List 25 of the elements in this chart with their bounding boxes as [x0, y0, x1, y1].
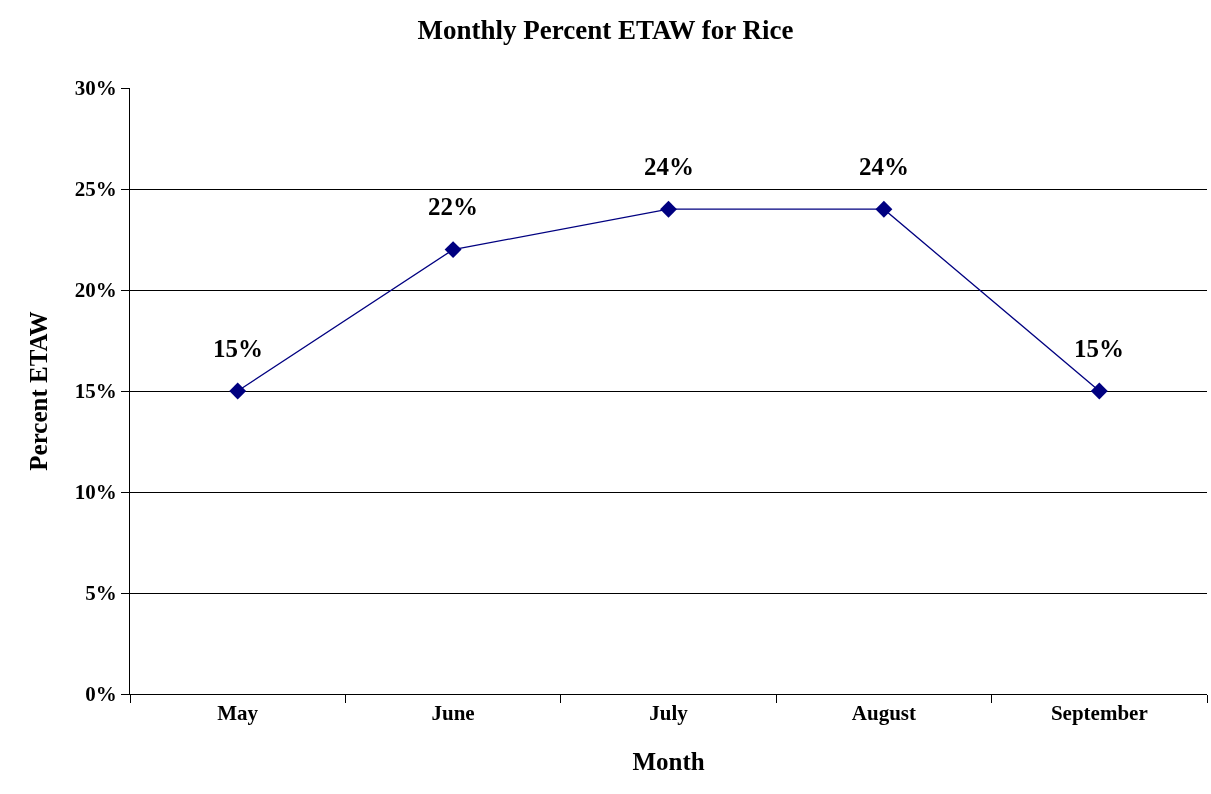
y-axis-title: Percent ETAW: [24, 311, 52, 471]
y-tick-label: 30%: [74, 76, 117, 101]
x-tick-label: July: [649, 701, 689, 726]
data-label: 24%: [644, 153, 694, 180]
point: [875, 200, 893, 218]
x-tick-label: September: [1050, 701, 1148, 726]
x-tick-label: May: [217, 701, 259, 726]
data-label: 15%: [1074, 335, 1124, 362]
data-label: 24%: [859, 153, 909, 180]
chart-title: Monthly Percent ETAW for Rice: [417, 14, 794, 45]
y-tick-label: 5%: [85, 581, 117, 606]
x-tick-label: June: [431, 701, 475, 726]
x-tick-label: August: [851, 701, 916, 726]
point: [444, 241, 462, 259]
y-tick-label: 0%: [85, 682, 117, 707]
point: [229, 382, 247, 400]
data-label: 15%: [213, 335, 263, 362]
y-tick-label: 10%: [74, 480, 117, 505]
point: [660, 200, 677, 218]
point: [1090, 382, 1108, 400]
y-tick-label: 25%: [74, 177, 117, 202]
data-label: 22%: [428, 193, 478, 220]
y-tick-label: 15%: [74, 379, 117, 404]
x-axis-title: Month: [632, 748, 705, 776]
y-tick-label: 20%: [74, 278, 117, 303]
